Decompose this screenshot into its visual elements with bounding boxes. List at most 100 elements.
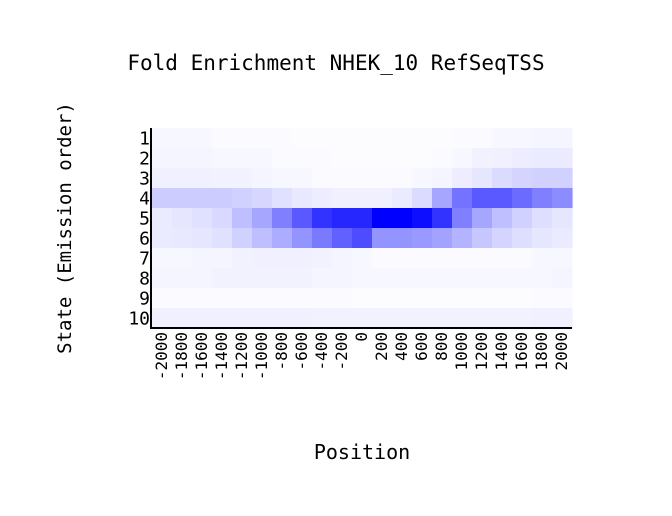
heatmap-cell [452, 188, 473, 209]
heatmap-cell [272, 168, 293, 189]
heatmap-cell [292, 188, 313, 209]
heatmap-cell [532, 188, 553, 209]
heatmap-cell [352, 248, 373, 269]
heatmap-cell [412, 288, 433, 309]
heatmap-cell [372, 308, 393, 329]
heatmap-cell [352, 268, 373, 289]
heatmap-cell [312, 208, 333, 229]
heatmap-cell [492, 268, 513, 289]
heatmap-cell [412, 148, 433, 169]
heatmap-cell [432, 128, 453, 149]
heatmap-cell [332, 208, 353, 229]
heatmap-cell [192, 168, 213, 189]
heatmap-cell [472, 228, 493, 249]
heatmap-cell [372, 248, 393, 269]
heatmap-cell [552, 268, 573, 289]
x-tick-label: 2000 [552, 332, 571, 371]
heatmap-cell [512, 248, 533, 269]
heatmap-cell [232, 288, 253, 309]
heatmap-cell [392, 308, 413, 329]
y-tick-label: 5 [139, 209, 150, 230]
heatmap-cell [192, 308, 213, 329]
heatmap-cell [152, 228, 173, 249]
heatmap-cell [152, 208, 173, 229]
heatmap-cell [492, 228, 513, 249]
x-tick-label: -200 [332, 332, 351, 371]
heatmap-cell [392, 168, 413, 189]
heatmap-cell [252, 188, 273, 209]
heatmap-cell [332, 148, 353, 169]
heatmap-cell [232, 168, 253, 189]
heatmap-cell [492, 188, 513, 209]
heatmap-cell [192, 288, 213, 309]
heatmap-cell [472, 268, 493, 289]
heatmap-cell [312, 148, 333, 169]
heatmap-cell [232, 128, 253, 149]
heatmap-cell [492, 308, 513, 329]
heatmap-cell [472, 248, 493, 269]
y-tick-label: 10 [128, 309, 150, 330]
heatmap-cell [312, 168, 333, 189]
x-tick-labels: -2000 -1800 -1600 -1400 -1200 -1000 -800 -600 -4… [152, 332, 571, 380]
heatmap-cell [212, 128, 233, 149]
heatmap-cell [192, 188, 213, 209]
heatmap-cell [372, 268, 393, 289]
heatmap-cell [232, 208, 253, 229]
x-tick-label: 1200 [472, 332, 491, 371]
heatmap-cell [552, 168, 573, 189]
heatmap-cell [292, 148, 313, 169]
heatmap-cell [212, 248, 233, 269]
heatmap-cell [232, 228, 253, 249]
heatmap-cell [172, 188, 193, 209]
heatmap-cell [212, 268, 233, 289]
heatmap-cell [372, 148, 393, 169]
heatmap-cell [372, 168, 393, 189]
heatmap-cell [512, 288, 533, 309]
heatmap-cells [152, 128, 573, 329]
heatmap-cell [292, 228, 313, 249]
x-axis-label: Position [314, 440, 410, 464]
heatmap-cell [372, 208, 393, 229]
heatmap-cell [532, 128, 553, 149]
heatmap-cell [252, 168, 273, 189]
heatmap-cell [312, 268, 333, 289]
heatmap-cell [552, 208, 573, 229]
heatmap-cell [352, 208, 373, 229]
heatmap-cell [332, 288, 353, 309]
x-tick-label: 600 [412, 332, 431, 361]
heatmap-cell [252, 148, 273, 169]
heatmap-cell [212, 188, 233, 209]
heatmap-cell [392, 228, 413, 249]
heatmap-cell [512, 308, 533, 329]
heatmap-cell [552, 188, 573, 209]
y-tick-label: 6 [139, 229, 150, 250]
y-tick-label: 9 [139, 289, 150, 310]
heatmap-cell [452, 168, 473, 189]
heatmap-cell [432, 208, 453, 229]
heatmap-cell [192, 248, 213, 269]
heatmap-cell [232, 188, 253, 209]
heatmap-cell [492, 208, 513, 229]
heatmap-cell [452, 288, 473, 309]
heatmap-cell [292, 288, 313, 309]
heatmap-cell [272, 208, 293, 229]
x-tick-label: 400 [392, 332, 411, 361]
heatmap-cell [292, 248, 313, 269]
heatmap-cell [392, 148, 413, 169]
heatmap-cell [292, 168, 313, 189]
heatmap-cell [312, 308, 333, 329]
heatmap-cell [272, 288, 293, 309]
heatmap-cell [552, 148, 573, 169]
heatmap-cell [332, 168, 353, 189]
heatmap-cell [192, 268, 213, 289]
heatmap-cell [492, 168, 513, 189]
heatmap-cell [312, 248, 333, 269]
heatmap-cell [212, 168, 233, 189]
heatmap-cell [232, 268, 253, 289]
heatmap-cell [172, 168, 193, 189]
heatmap-cell [252, 308, 273, 329]
heatmap-cell [412, 208, 433, 229]
heatmap-cell [232, 308, 253, 329]
heatmap-cell [352, 288, 373, 309]
